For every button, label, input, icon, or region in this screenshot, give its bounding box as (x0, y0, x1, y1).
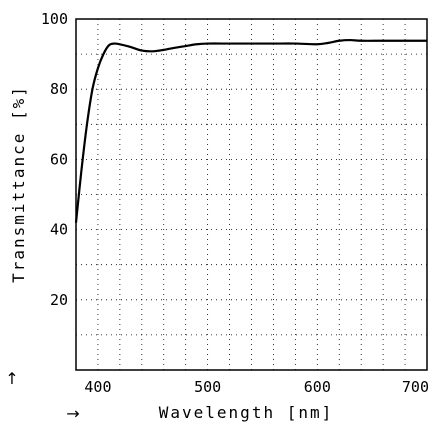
y-axis-label: Transmittance [%] (9, 85, 28, 283)
series-line (74, 38, 427, 223)
x-axis-label: Wavelength [nm] (159, 403, 334, 422)
y-tick-label: 20 (50, 291, 68, 309)
plot-frame (75, 18, 428, 371)
y-axis-arrow: ↑ (5, 369, 18, 388)
x-axis-arrow: → (66, 404, 79, 423)
y-tick-label: 80 (50, 80, 68, 98)
y-tick-label: 100 (41, 10, 68, 28)
x-tick-label: 400 (84, 378, 111, 396)
grid (76, 19, 427, 370)
x-tick-labels: 400 500 600 700 (84, 378, 429, 396)
y-tick-labels: 20 40 60 80 100 (41, 10, 68, 309)
x-tick-label: 600 (304, 378, 331, 396)
y-tick-label: 60 (50, 150, 68, 168)
y-tick-label: 40 (50, 221, 68, 239)
x-tick-label: 700 (402, 378, 429, 396)
x-tick-label: 500 (194, 378, 221, 396)
